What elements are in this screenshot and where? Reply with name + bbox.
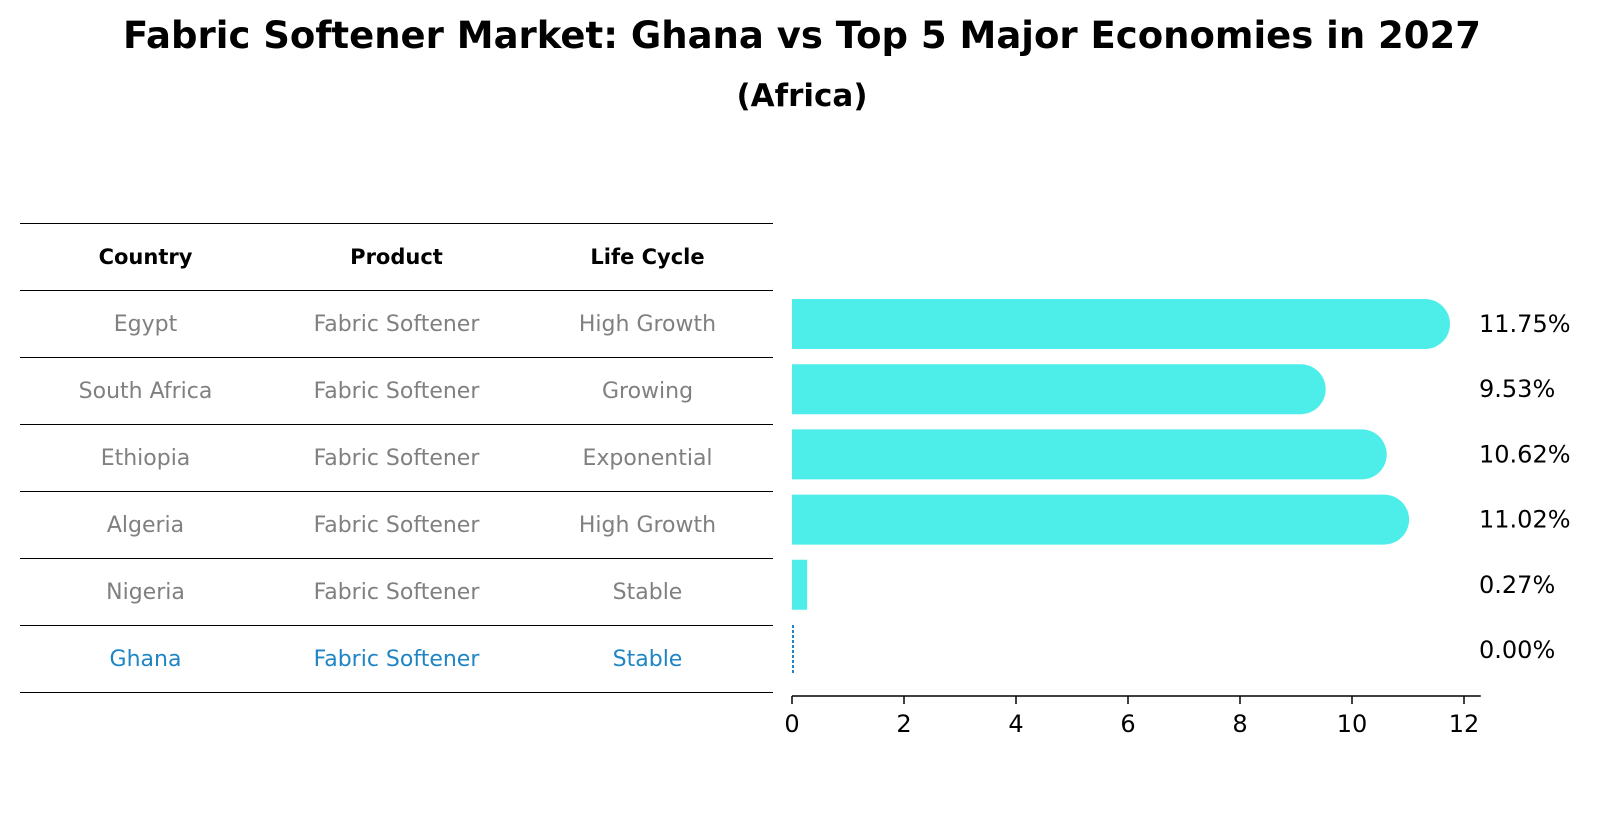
x-tick-label: 6 xyxy=(1120,710,1135,738)
x-tick-label: 8 xyxy=(1232,710,1247,738)
table-row: Nigeria Fabric Softener Stable xyxy=(20,559,773,626)
table-row: Ethiopia Fabric Softener Exponential xyxy=(20,425,773,492)
cell-country: Nigeria xyxy=(106,579,185,605)
header-country: Country xyxy=(98,245,193,269)
cell-country: Ghana xyxy=(109,646,182,672)
cell-product: Fabric Softener xyxy=(313,579,480,605)
data-table: Country Product Life Cycle Egypt Fabric … xyxy=(20,223,773,693)
cell-country: Algeria xyxy=(106,512,185,538)
x-tick-label: 10 xyxy=(1337,710,1368,738)
table-row: Algeria Fabric Softener High Growth xyxy=(20,492,773,559)
cell-life-cycle: High Growth xyxy=(578,311,717,337)
x-tick-label: 4 xyxy=(1008,710,1023,738)
cell-life-cycle: Exponential xyxy=(582,445,713,471)
x-tick-label: 2 xyxy=(896,710,911,738)
value-label: 0.00% xyxy=(1479,636,1555,664)
cell-life-cycle: Growing xyxy=(601,378,694,404)
cell-product: Fabric Softener xyxy=(313,646,480,672)
value-label: 11.75% xyxy=(1479,310,1571,338)
value-label: 0.27% xyxy=(1479,571,1555,599)
header-life-cycle: Life Cycle xyxy=(590,245,705,269)
table-header-row: Country Product Life Cycle xyxy=(20,223,773,291)
cell-life-cycle: Stable xyxy=(612,646,683,672)
cell-life-cycle: High Growth xyxy=(578,512,717,538)
table-row-highlight: Ghana Fabric Softener Stable xyxy=(20,626,773,693)
value-label: 10.62% xyxy=(1479,440,1571,468)
cell-country: South Africa xyxy=(78,378,213,404)
cell-product: Fabric Softener xyxy=(313,512,480,538)
cell-product: Fabric Softener xyxy=(313,378,480,404)
cell-country: Egypt xyxy=(113,311,178,337)
table-row: South Africa Fabric Softener Growing xyxy=(20,358,773,425)
cell-life-cycle: Stable xyxy=(612,579,683,605)
bar-ethiopia xyxy=(792,429,1387,480)
x-tick-label: 0 xyxy=(784,710,799,738)
header-product: Product xyxy=(350,245,443,269)
cell-product: Fabric Softener xyxy=(313,445,480,471)
x-tick-label: 12 xyxy=(1449,710,1480,738)
bar-nigeria xyxy=(792,559,808,610)
bar-egypt xyxy=(792,299,1450,349)
value-label: 9.53% xyxy=(1479,375,1555,403)
cell-country: Ethiopia xyxy=(100,445,191,471)
bar-algeria xyxy=(792,494,1410,545)
value-label: 11.02% xyxy=(1479,506,1571,534)
cell-product: Fabric Softener xyxy=(313,311,480,337)
bar-south-africa xyxy=(792,364,1326,415)
chart-subtitle: (Africa) xyxy=(736,78,868,114)
table-row: Egypt Fabric Softener High Growth xyxy=(20,291,773,358)
chart-title: Fabric Softener Market: Ghana vs Top 5 M… xyxy=(122,14,1482,57)
